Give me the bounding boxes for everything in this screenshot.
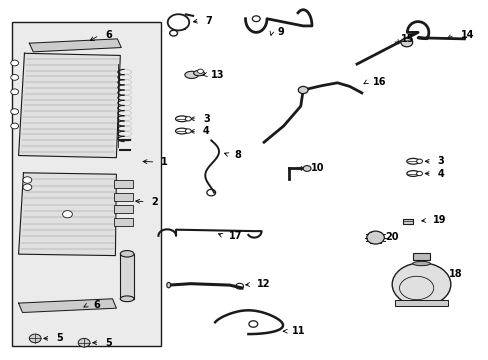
Circle shape — [416, 171, 422, 176]
Ellipse shape — [184, 71, 198, 78]
Text: 2: 2 — [151, 197, 158, 207]
Bar — [120, 254, 134, 299]
Text: 11: 11 — [292, 326, 305, 336]
Text: 18: 18 — [448, 269, 462, 279]
Circle shape — [11, 60, 19, 66]
Text: 8: 8 — [234, 150, 241, 160]
Text: 5: 5 — [105, 338, 112, 348]
Bar — [114, 180, 132, 188]
Text: 15: 15 — [400, 34, 414, 44]
Text: 4: 4 — [203, 126, 209, 136]
Ellipse shape — [166, 282, 170, 288]
Bar — [394, 300, 447, 306]
Text: 6: 6 — [93, 300, 100, 310]
Circle shape — [11, 123, 19, 129]
Bar — [412, 253, 429, 260]
Text: 5: 5 — [56, 333, 63, 343]
Text: 3: 3 — [203, 114, 209, 124]
Text: 19: 19 — [432, 215, 446, 225]
Text: 16: 16 — [372, 77, 386, 87]
Circle shape — [23, 177, 32, 183]
Circle shape — [298, 86, 307, 94]
Circle shape — [416, 159, 422, 163]
Circle shape — [11, 75, 19, 80]
Text: 4: 4 — [437, 168, 444, 179]
Text: 14: 14 — [460, 30, 473, 40]
Circle shape — [11, 89, 19, 95]
Circle shape — [29, 334, 41, 343]
Polygon shape — [19, 173, 116, 256]
Bar — [114, 205, 132, 213]
Circle shape — [185, 129, 191, 133]
Bar — [12, 22, 161, 346]
Circle shape — [11, 109, 19, 114]
Ellipse shape — [120, 296, 134, 302]
Circle shape — [185, 117, 191, 121]
Text: 9: 9 — [277, 27, 284, 37]
Text: 12: 12 — [256, 279, 270, 289]
Text: 13: 13 — [211, 70, 224, 80]
Circle shape — [366, 231, 384, 244]
Circle shape — [23, 184, 32, 190]
Bar — [114, 218, 132, 226]
Bar — [114, 193, 132, 201]
Text: 20: 20 — [385, 232, 398, 242]
Text: 3: 3 — [437, 156, 444, 166]
Text: 17: 17 — [228, 231, 242, 241]
Text: 7: 7 — [205, 16, 212, 26]
Ellipse shape — [391, 263, 450, 306]
Circle shape — [62, 211, 72, 218]
Polygon shape — [19, 53, 120, 158]
Ellipse shape — [412, 261, 429, 266]
Circle shape — [78, 338, 90, 347]
Circle shape — [303, 166, 310, 171]
Text: 10: 10 — [310, 163, 324, 174]
Circle shape — [197, 69, 203, 73]
Circle shape — [400, 38, 412, 47]
Polygon shape — [19, 299, 116, 312]
Ellipse shape — [120, 251, 134, 257]
Text: 6: 6 — [105, 30, 112, 40]
Ellipse shape — [193, 71, 204, 76]
Text: 1: 1 — [161, 157, 168, 167]
Polygon shape — [29, 39, 121, 52]
Bar — [402, 219, 412, 224]
